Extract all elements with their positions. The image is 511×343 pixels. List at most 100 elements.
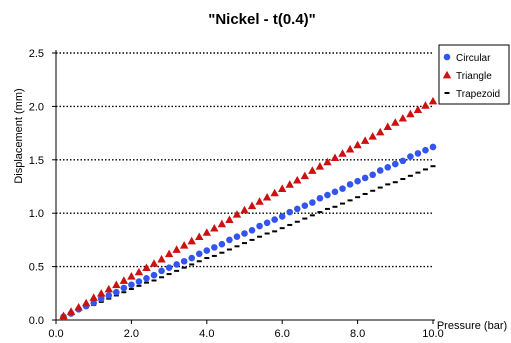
circular-point-7 [113, 288, 120, 296]
circular-point-46 [407, 153, 414, 160]
triangle-point-24 [240, 205, 249, 214]
triangle-point-14 [164, 249, 174, 258]
triangle-point-17 [187, 236, 196, 245]
data-series [59, 96, 438, 321]
circular-point-31 [293, 205, 301, 213]
circular-point-5 [97, 295, 105, 302]
legend-box [438, 44, 510, 105]
circular-point-10 [135, 278, 143, 285]
chart-title: "Nickel - t(0.4)" [208, 11, 316, 28]
triangle-point-11 [142, 263, 151, 272]
triangle-point-10 [134, 267, 144, 276]
triangle-point-5 [97, 289, 106, 297]
y-tick-label-0: 0.0 [29, 315, 44, 327]
circular-point-42 [376, 167, 384, 174]
legend-label-circular: Circular [456, 53, 491, 64]
triangle-point-1 [66, 307, 76, 315]
circular-point-15 [173, 261, 180, 268]
circular-point-43 [384, 163, 392, 171]
triangle-point-44 [391, 118, 400, 126]
circular-point-22 [226, 236, 233, 244]
triangle-point-39 [353, 140, 362, 149]
x-tick-label-4: 8.0 [350, 328, 365, 340]
triangle-point-41 [368, 132, 377, 140]
triangle-point-21 [217, 219, 227, 228]
circular-point-30 [286, 208, 294, 216]
triangle-point-20 [210, 223, 219, 232]
legend-label-trapezoid: Trapezoid [456, 89, 500, 100]
circular-point-26 [256, 222, 263, 230]
triangle-point-6 [104, 284, 113, 293]
circular-point-9 [128, 281, 135, 289]
x-tick-label-1: 2.0 [124, 328, 139, 340]
y-tick-label-5: 2.5 [29, 48, 44, 60]
triangle-point-35 [323, 157, 332, 166]
circular-point-45 [399, 157, 407, 165]
triangle-point-8 [119, 276, 129, 284]
circular-point-13 [158, 267, 165, 275]
circular-point-23 [233, 233, 241, 240]
y-tick-label-4: 2.0 [29, 101, 44, 113]
triangle-point-2 [74, 302, 83, 311]
triangle-point-7 [112, 280, 121, 289]
y-tick-label-2: 1.0 [29, 208, 44, 220]
circular-point-40 [361, 174, 369, 182]
circular-point-25 [248, 226, 256, 234]
circular-point-36 [331, 188, 339, 196]
circular-point-41 [369, 171, 376, 179]
circular-point-21 [218, 240, 226, 248]
circular-point-28 [271, 216, 278, 223]
circular-point-17 [188, 254, 196, 262]
circular-point-33 [309, 199, 316, 206]
circular-point-47 [414, 150, 422, 157]
triangle-point-40 [360, 136, 370, 144]
triangle-point-0 [59, 311, 68, 320]
triangle-point-3 [81, 298, 91, 307]
circular-point-32 [301, 202, 309, 210]
circular-point-12 [150, 271, 158, 279]
circular-point-29 [278, 213, 286, 220]
triangle-point-33 [308, 166, 317, 174]
circular-point-39 [354, 177, 361, 185]
triangle-point-4 [89, 293, 98, 301]
circular-point-44 [392, 160, 399, 168]
circular-point-20 [211, 244, 218, 251]
triangle-point-19 [202, 228, 211, 236]
triangle-point-18 [195, 232, 204, 241]
triangle-point-42 [376, 127, 385, 136]
triangle-point-26 [255, 197, 264, 205]
circular-point-8 [120, 284, 128, 292]
legend-marker-circular [443, 53, 451, 61]
tick-labels: 0.0 0.5 1.0 1.5 2.0 2.5 0.0 2.0 4.0 6.0 8.0 10.0 [29, 48, 444, 340]
legend: Circular Triangle Trapezoid [438, 44, 510, 105]
legend-marker-triangle [442, 70, 452, 79]
circular-point-48 [422, 146, 429, 154]
x-axis-label: Pressure (bar) [437, 320, 507, 332]
triangle-point-15 [172, 245, 181, 253]
triangle-point-32 [300, 171, 310, 180]
circular-point-35 [324, 191, 331, 199]
legend-label-triangle: Triangle [456, 71, 492, 82]
triangle-point-12 [149, 259, 159, 267]
circular-point-37 [339, 185, 346, 192]
circular-point-14 [165, 264, 173, 271]
triangle-point-27 [262, 192, 272, 201]
circular-point-34 [316, 194, 324, 202]
triangle-point-30 [285, 180, 294, 188]
x-tick-label-3: 6.0 [275, 328, 290, 340]
triangle-point-16 [179, 241, 189, 249]
triangle-point-13 [157, 254, 166, 263]
x-tick-label-5: 10.0 [422, 328, 443, 340]
circular-point-27 [263, 219, 271, 227]
circular-point-16 [180, 257, 188, 265]
x-tick-label-2: 4.0 [199, 328, 214, 340]
circular-point-38 [346, 181, 354, 188]
circular-point-11 [143, 275, 150, 282]
circular-point-18 [195, 250, 203, 258]
triangle-point-36 [330, 153, 340, 162]
triangle-point-37 [338, 149, 347, 157]
series-circular [60, 143, 437, 321]
triangle-point-31 [293, 175, 302, 184]
y-tick-label-1: 0.5 [29, 262, 44, 274]
